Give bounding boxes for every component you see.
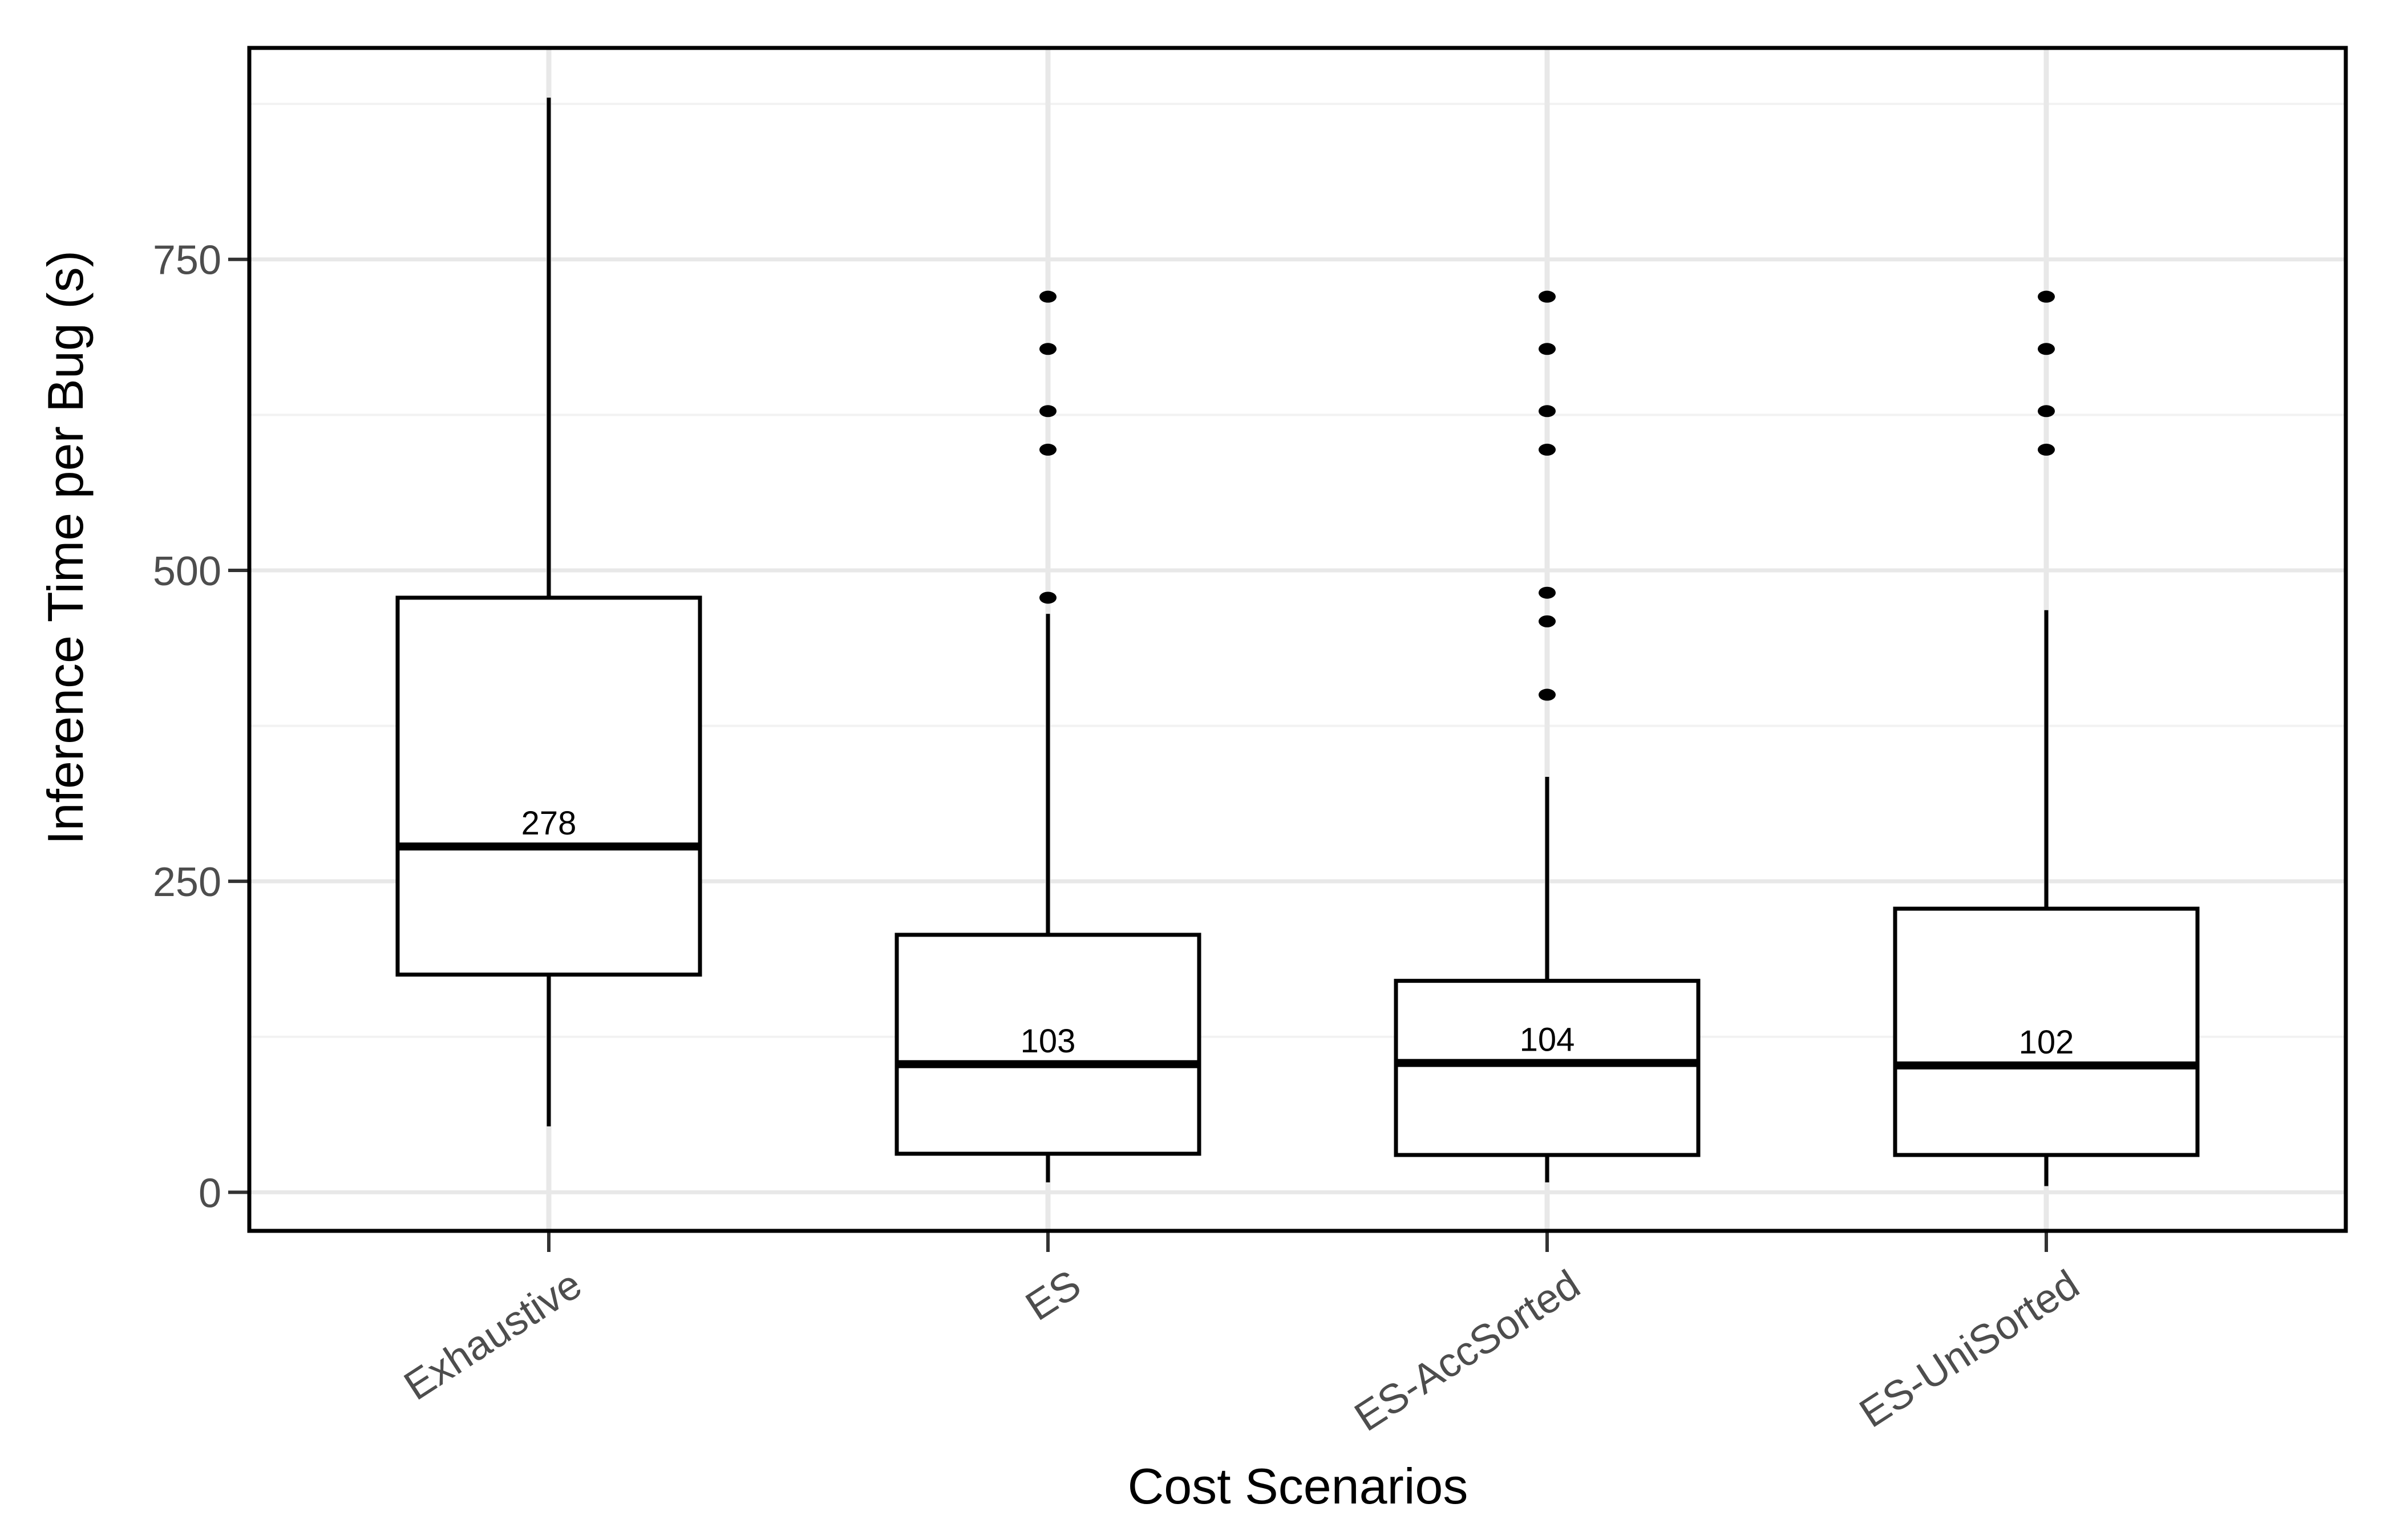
- outlier-point: [1039, 290, 1057, 303]
- outlier-point: [1039, 591, 1057, 604]
- median-value-label: 278: [521, 805, 577, 842]
- outlier-point: [2038, 343, 2055, 355]
- x-axis-title: Cost Scenarios: [1127, 1458, 1468, 1514]
- outlier-point: [2038, 290, 2055, 303]
- median-value-label: 102: [2019, 1024, 2074, 1061]
- boxplot-group: 102: [1893, 290, 2200, 1186]
- box-rect: [1893, 906, 2200, 1157]
- outlier-point: [1539, 586, 1556, 599]
- y-tick-label: 750: [153, 238, 221, 283]
- outlier-point: [1539, 443, 1556, 456]
- median-value-label: 103: [1021, 1023, 1076, 1060]
- median-value-label: 104: [1520, 1022, 1575, 1059]
- outlier-point: [1539, 615, 1556, 627]
- outlier-point: [1039, 343, 1057, 355]
- y-axis-title: Inference Time per Bug (s): [37, 250, 94, 845]
- panel-border: [247, 46, 2348, 1233]
- outlier-point: [2038, 443, 2055, 456]
- outlier-point: [1539, 405, 1556, 418]
- outlier-point: [1539, 688, 1556, 701]
- outlier-point: [1039, 443, 1057, 456]
- box-rect: [1394, 979, 1701, 1157]
- box-rect: [395, 595, 702, 977]
- y-tick-label: 0: [199, 1170, 221, 1216]
- boxplot-group: 104: [1394, 290, 1701, 1182]
- outlier-point: [1539, 343, 1556, 355]
- y-tick-label: 250: [153, 860, 221, 905]
- outlier-point: [1039, 405, 1057, 418]
- boxplot-group: 103: [895, 290, 1201, 1182]
- y-tick-label: 500: [153, 549, 221, 594]
- outlier-point: [1539, 290, 1556, 303]
- box-rect: [895, 933, 1201, 1156]
- boxplot-group: 278: [395, 98, 702, 1126]
- outlier-point: [2038, 405, 2055, 418]
